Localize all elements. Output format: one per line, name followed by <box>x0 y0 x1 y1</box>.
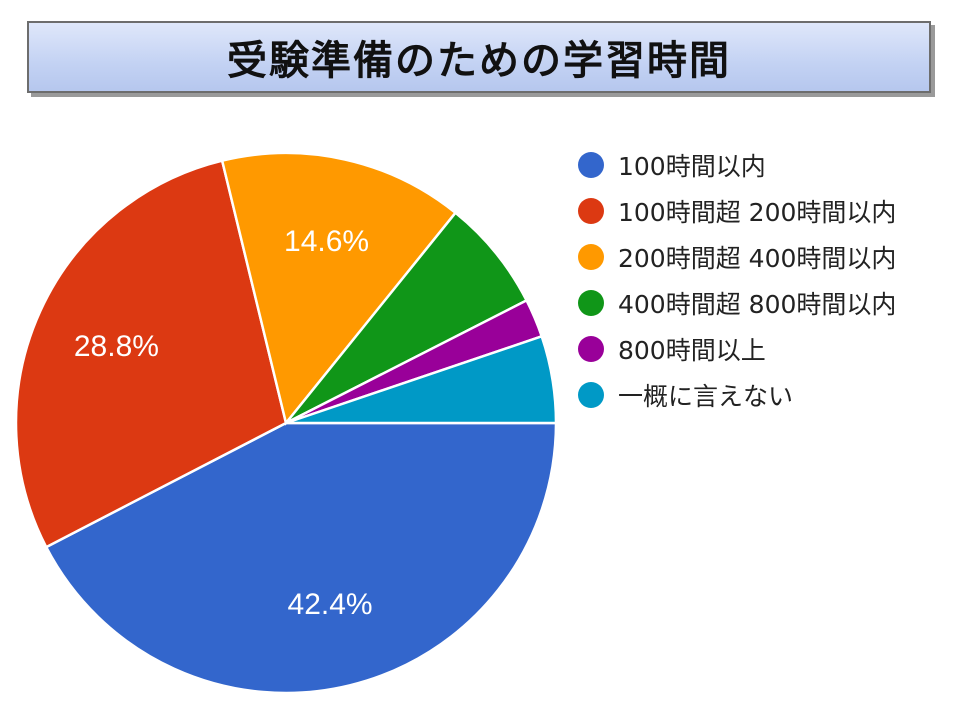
legend-swatch <box>578 198 604 224</box>
legend-label: 100時間超 200時間以内 <box>618 198 897 227</box>
legend-label: 800時間以上 <box>618 336 766 365</box>
pie-slice-1 <box>14 159 288 549</box>
legend-swatch <box>578 152 604 178</box>
legend-label: 200時間超 400時間以内 <box>618 244 897 273</box>
legend-swatch <box>578 382 604 408</box>
pie-slice-5 <box>285 334 558 425</box>
chart-title: 受験準備のための学習時間 <box>227 38 731 84</box>
legend-swatch <box>578 336 604 362</box>
legend-label: 400時間超 800時間以内 <box>618 290 897 319</box>
pie-slice-2 <box>220 151 458 426</box>
slice-percent-label: 14.6% <box>284 225 369 258</box>
slice-percent-label: 42.4% <box>288 588 373 621</box>
legend-item: 100時間以内 <box>578 142 948 188</box>
legend-swatch <box>578 244 604 270</box>
pie-slice-0 <box>44 421 558 695</box>
legend-item: 一概に言えない <box>578 372 948 418</box>
chart-legend: 100時間以内 100時間超 200時間以内 200時間超 400時間以内 400時間… <box>578 142 948 418</box>
legend-item: 100時間超 200時間以内 <box>578 188 948 234</box>
legend-label: 100時間以内 <box>618 152 766 181</box>
legend-swatch <box>578 290 604 316</box>
legend-item: 400時間超 800時間以内 <box>578 280 948 326</box>
legend-label: 一概に言えない <box>618 382 794 411</box>
legend-item: 200時間超 400時間以内 <box>578 234 948 280</box>
pie-slice-3 <box>285 211 529 425</box>
slice-percent-label: 28.8% <box>74 330 159 363</box>
title-banner: 受験準備のための学習時間 <box>27 21 931 93</box>
legend-item: 800時間以上 <box>578 326 948 372</box>
